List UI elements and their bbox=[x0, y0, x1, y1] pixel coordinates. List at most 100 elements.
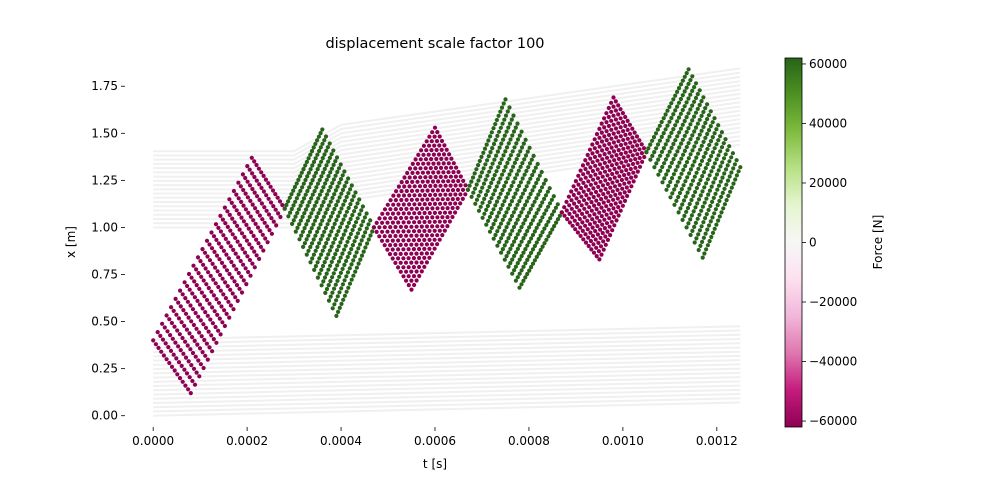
background-line bbox=[153, 359, 741, 375]
background-line bbox=[153, 337, 741, 354]
data-point bbox=[675, 164, 680, 169]
data-point bbox=[337, 305, 342, 310]
data-point bbox=[423, 175, 428, 180]
data-point bbox=[626, 180, 632, 185]
data-point bbox=[628, 149, 633, 154]
data-point bbox=[409, 233, 414, 238]
data-point bbox=[438, 165, 444, 170]
background-line bbox=[153, 105, 741, 191]
data-point bbox=[519, 239, 524, 244]
data-point bbox=[438, 183, 443, 188]
data-point bbox=[718, 134, 723, 139]
data-point bbox=[697, 132, 702, 137]
data-point bbox=[705, 227, 710, 232]
data-point bbox=[592, 220, 597, 225]
data-point bbox=[551, 209, 557, 214]
data-point bbox=[684, 100, 689, 105]
data-point bbox=[524, 168, 529, 174]
data-point bbox=[661, 146, 667, 151]
data-point bbox=[424, 233, 429, 238]
data-point bbox=[385, 211, 390, 216]
data-point bbox=[197, 330, 202, 335]
data-point bbox=[656, 157, 661, 162]
data-point bbox=[676, 115, 682, 120]
data-point bbox=[602, 116, 607, 121]
data-point bbox=[340, 251, 345, 256]
data-point bbox=[709, 234, 714, 240]
data-point bbox=[347, 235, 352, 240]
data-point bbox=[716, 183, 722, 188]
data-point bbox=[336, 244, 341, 249]
data-point bbox=[243, 191, 248, 196]
data-point bbox=[170, 336, 175, 341]
data-point bbox=[192, 295, 197, 300]
data-point bbox=[229, 275, 235, 280]
data-point bbox=[465, 187, 470, 192]
data-point bbox=[419, 233, 424, 238]
data-point bbox=[450, 188, 456, 193]
data-point bbox=[598, 244, 604, 249]
data-point bbox=[608, 202, 614, 207]
data-point bbox=[315, 167, 320, 172]
data-point bbox=[404, 179, 410, 185]
data-point bbox=[574, 196, 579, 201]
data-point bbox=[517, 133, 522, 138]
data-point bbox=[437, 237, 442, 242]
data-point bbox=[314, 185, 319, 190]
data-point bbox=[231, 188, 236, 194]
data-point bbox=[697, 117, 702, 122]
data-point bbox=[688, 107, 693, 112]
y-axis-label: x [m] bbox=[64, 226, 78, 258]
data-point bbox=[188, 347, 193, 352]
data-point bbox=[415, 161, 421, 166]
data-point bbox=[714, 127, 719, 132]
data-point bbox=[699, 208, 704, 213]
data-point bbox=[228, 228, 233, 233]
data-point bbox=[663, 127, 668, 132]
data-point bbox=[480, 185, 485, 190]
data-point bbox=[322, 152, 327, 157]
data-point bbox=[669, 130, 674, 135]
data-point bbox=[657, 138, 663, 143]
data-point bbox=[719, 145, 725, 150]
data-point bbox=[497, 161, 503, 166]
data-point bbox=[678, 82, 684, 87]
data-point bbox=[547, 186, 552, 191]
data-point bbox=[387, 252, 393, 257]
data-point bbox=[690, 74, 695, 79]
data-point bbox=[616, 156, 622, 161]
data-point bbox=[508, 261, 513, 266]
data-point bbox=[406, 247, 411, 252]
data-point bbox=[339, 286, 344, 291]
data-point bbox=[250, 261, 255, 266]
data-point bbox=[670, 191, 675, 196]
data-point bbox=[344, 209, 349, 214]
data-point bbox=[485, 173, 490, 178]
data-point bbox=[572, 218, 577, 223]
data-point bbox=[236, 196, 241, 201]
data-point bbox=[574, 187, 579, 192]
data-point bbox=[490, 161, 495, 166]
data-point bbox=[319, 203, 324, 208]
data-point bbox=[328, 263, 333, 268]
data-point bbox=[374, 220, 379, 225]
data-point bbox=[720, 190, 725, 195]
data-point bbox=[698, 193, 703, 198]
data-point bbox=[604, 221, 610, 226]
data-point bbox=[205, 357, 210, 362]
data-point bbox=[661, 131, 666, 136]
data-point bbox=[346, 220, 351, 225]
data-point bbox=[490, 146, 495, 151]
data-point bbox=[503, 113, 509, 118]
data-point bbox=[345, 239, 350, 244]
data-point bbox=[609, 145, 614, 150]
data-point bbox=[256, 241, 261, 246]
data-point bbox=[486, 218, 491, 223]
data-point bbox=[540, 215, 545, 220]
data-point bbox=[225, 224, 230, 229]
data-point bbox=[618, 107, 623, 112]
data-point bbox=[377, 234, 382, 239]
data-point bbox=[602, 125, 607, 130]
data-point bbox=[716, 168, 721, 173]
data-point bbox=[191, 263, 196, 268]
